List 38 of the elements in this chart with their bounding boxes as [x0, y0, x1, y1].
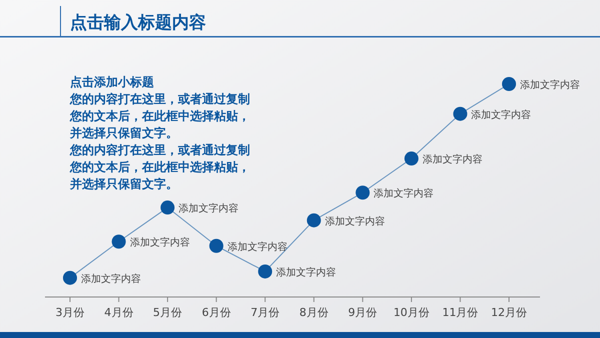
- point: [404, 152, 418, 166]
- x-tick-label: 9月份: [348, 306, 378, 319]
- point: [209, 238, 224, 253]
- x-tick-label: 10月份: [393, 306, 430, 319]
- annotation: 您的内容打在这里，或者通过复制: [69, 143, 250, 157]
- point: [160, 200, 175, 215]
- x-tick-label: 12月份: [491, 306, 527, 319]
- x-tick-label: 8月份: [299, 306, 328, 319]
- annotation: 添加文字内容: [276, 266, 336, 278]
- point: [306, 213, 321, 228]
- annotation: 您的文本后，在此框中选择粘贴，: [69, 109, 250, 123]
- annotation: 添加文字内容: [324, 215, 385, 228]
- point: [112, 234, 126, 249]
- annotation: 添加文字内容: [422, 154, 482, 166]
- point: [502, 77, 516, 91]
- annotation: 您的文本后，在此框中选择粘贴，: [69, 160, 250, 174]
- x-tick-label: 11月份: [442, 306, 478, 319]
- annotation: 添加文字内容: [227, 240, 288, 253]
- x-tick-label: 7月份: [250, 306, 280, 319]
- annotation: 您的内容打在这里，或者通过复制: [69, 92, 250, 106]
- x-tick-label: 4月份: [104, 306, 134, 319]
- point: [258, 264, 272, 278]
- chart-title: 点击输入标题内容: [70, 13, 206, 33]
- annotation: 添加文字内容: [130, 236, 190, 249]
- annotation: 添加文字内容: [178, 202, 239, 215]
- point: [356, 186, 370, 200]
- x-tick-label: 3月份: [56, 306, 84, 319]
- chart-subtitle: 点击添加小标题: [70, 75, 154, 89]
- annotation: 添加文字内容: [374, 188, 434, 200]
- annotation: 并选择只保留文字。: [69, 126, 178, 140]
- x-tick-label: 6月份: [202, 306, 231, 319]
- point: [453, 106, 468, 121]
- annotation: 添加文字内容: [471, 108, 532, 121]
- x-tick-label: 5月份: [153, 306, 182, 319]
- annotation: 添加文字内容: [81, 272, 141, 285]
- annotation: 并选择只保留文字。: [69, 177, 178, 191]
- annotation: 添加文字内容: [520, 79, 580, 91]
- point: [63, 270, 77, 285]
